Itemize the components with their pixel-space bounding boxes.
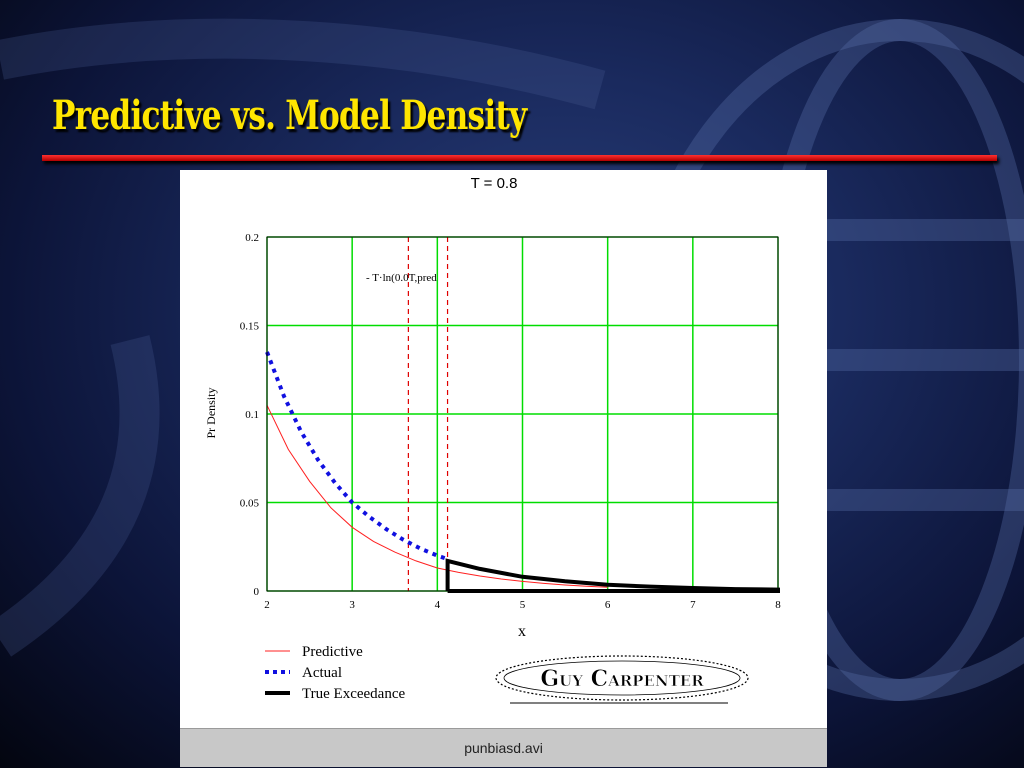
x-tick-label: 3: [349, 599, 355, 611]
y-tick-label: 0: [254, 586, 260, 598]
title-underline: [42, 155, 997, 161]
legend: Predictive Actual True Exceedance: [265, 644, 405, 702]
series-true-exceedance: [445, 558, 780, 593]
threshold-lines: [407, 237, 449, 591]
plot-frame: [266, 236, 779, 592]
y-axis-label: Pr Density: [204, 388, 218, 439]
y-tick-label: 0.15: [240, 321, 260, 333]
slide-title: Predictive vs. Model Density: [52, 92, 527, 139]
x-tick-label: 7: [690, 599, 696, 611]
annotation: - T·ln(0.0T,pred: [366, 272, 437, 284]
y-tick-label: 0.1: [245, 409, 259, 421]
series-predictive: [266, 404, 608, 588]
x-tick-label: 8: [775, 599, 781, 611]
media-status-bar: punbiasd.avi: [180, 728, 827, 767]
grid: [266, 236, 779, 592]
y-tick-label: 0.05: [240, 498, 260, 510]
legend-label-actual: Actual: [302, 665, 342, 681]
tick-labels: 2 3 4 5 6 7 8 0 0.05 0.1 0.15 0.2: [240, 232, 782, 611]
legend-label-predictive: Predictive: [302, 644, 363, 660]
x-tick-label: 2: [264, 599, 270, 611]
media-filename: punbiasd.avi: [464, 740, 543, 756]
x-tick-label: 4: [435, 599, 441, 611]
legend-label-true-exceedance: True Exceedance: [302, 686, 405, 702]
chart-title: T = 0.8: [471, 175, 518, 192]
density-chart: T = 0.8 2 3 4 5 6 7 8 0 0.05 0.1 0.15 0.2 - T·ln(0.…: [204, 175, 782, 704]
video-frame: T = 0.8 2 3 4 5 6 7 8 0 0.05 0.1 0.15 0.2 - T·ln(0.…: [180, 170, 827, 767]
logo-text: Guy Carpenter: [540, 666, 704, 692]
series-actual: [265, 351, 449, 561]
x-tick-label: 6: [605, 599, 611, 611]
guy-carpenter-logo: Guy Carpenter: [495, 655, 749, 704]
x-axis-label: x: [518, 623, 526, 640]
x-tick-label: 5: [520, 599, 526, 611]
y-tick-label: 0.2: [245, 232, 259, 244]
